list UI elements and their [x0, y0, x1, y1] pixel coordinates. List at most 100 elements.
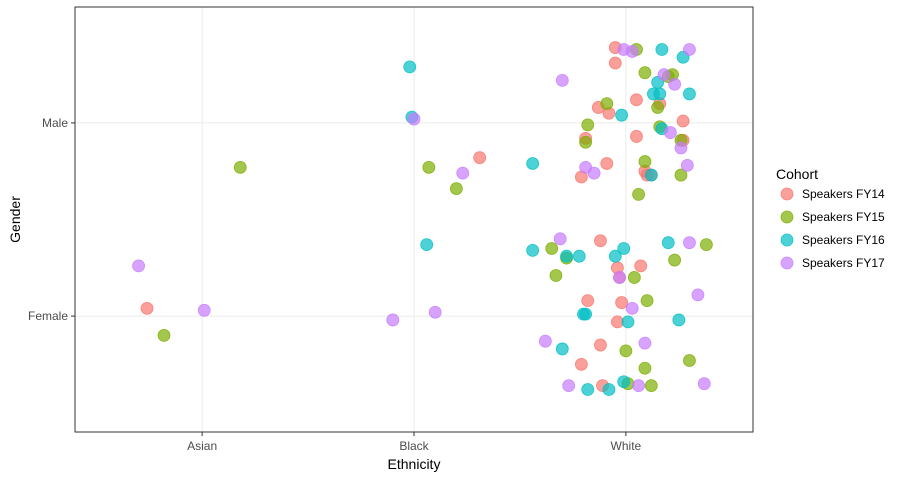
legend-key	[780, 187, 794, 201]
data-point	[644, 379, 658, 393]
data-point	[676, 114, 690, 128]
y-axis-title: Gender	[7, 196, 23, 243]
data-point	[407, 112, 421, 126]
legend-label: Speakers FY16	[802, 233, 885, 247]
legend-key	[780, 233, 794, 247]
data-points	[132, 41, 713, 396]
data-point	[132, 259, 145, 273]
data-point	[634, 259, 648, 273]
legend-title: Cohort	[776, 166, 818, 182]
data-point	[617, 242, 631, 255]
data-point	[638, 336, 652, 350]
data-point	[615, 108, 629, 122]
data-point	[638, 155, 652, 168]
data-point	[526, 157, 540, 170]
data-point	[674, 168, 688, 182]
data-point	[621, 315, 635, 329]
data-point	[651, 101, 665, 114]
data-point	[422, 160, 436, 174]
data-point	[683, 43, 696, 56]
x-tick-label: White	[611, 439, 642, 453]
data-point	[581, 118, 595, 132]
y-tick-label: Female	[28, 309, 68, 323]
data-point	[581, 383, 595, 396]
data-point	[674, 141, 688, 155]
data-point	[538, 334, 552, 348]
data-point	[581, 294, 595, 308]
data-point	[572, 249, 586, 263]
x-axis-ticks: Asian Black White	[187, 432, 642, 453]
data-point	[562, 379, 576, 393]
legend-key	[780, 256, 794, 270]
data-point	[579, 307, 593, 321]
data-point	[625, 301, 639, 315]
data-point	[627, 271, 641, 284]
data-point	[608, 249, 622, 263]
data-point	[608, 56, 622, 70]
data-point	[668, 77, 682, 91]
data-point	[657, 68, 671, 82]
data-point	[683, 87, 696, 101]
data-point	[428, 305, 442, 319]
data-point	[549, 269, 563, 282]
data-point	[655, 43, 669, 56]
data-point	[587, 166, 601, 180]
data-point	[680, 159, 694, 172]
data-point	[615, 296, 629, 309]
legend-label: Speakers FY14	[802, 187, 885, 201]
data-point	[630, 130, 643, 143]
data-point	[632, 379, 645, 393]
data-point	[594, 234, 607, 248]
data-point	[600, 157, 614, 170]
data-point	[449, 182, 463, 195]
legend-label: Speakers FY17	[802, 256, 885, 270]
data-point	[630, 93, 643, 107]
data-point	[157, 329, 171, 342]
legend-label: Speakers FY15	[802, 210, 885, 224]
data-point	[140, 301, 154, 315]
data-point	[555, 342, 569, 356]
data-point	[473, 151, 487, 165]
data-point	[574, 357, 588, 371]
data-point	[672, 313, 686, 327]
data-point	[403, 60, 417, 74]
x-axis-title: Ethnicity	[388, 456, 441, 472]
data-point	[420, 238, 434, 252]
data-point	[555, 74, 569, 87]
data-point	[617, 375, 631, 389]
data-point	[653, 87, 667, 101]
y-axis-ticks: Female Male	[28, 116, 75, 323]
y-tick-label: Male	[42, 116, 68, 130]
x-tick-label: Black	[399, 439, 429, 453]
data-point	[600, 97, 614, 110]
data-point	[560, 249, 573, 263]
data-point	[638, 66, 652, 80]
data-point	[697, 377, 711, 391]
data-point	[699, 238, 713, 252]
data-point	[691, 288, 705, 302]
grid-lines	[75, 7, 753, 432]
data-point	[613, 271, 626, 284]
data-point	[602, 383, 616, 396]
data-point	[644, 168, 658, 182]
data-point	[640, 294, 654, 308]
data-point	[197, 303, 211, 317]
data-point	[632, 187, 645, 201]
data-point	[619, 344, 633, 358]
data-point	[553, 232, 567, 246]
data-point	[638, 361, 652, 375]
x-tick-label: Asian	[187, 439, 217, 453]
data-point	[625, 45, 639, 58]
data-point	[594, 338, 607, 352]
data-point	[661, 236, 675, 250]
data-point	[663, 126, 677, 139]
data-point	[668, 253, 682, 267]
data-point	[683, 236, 696, 250]
data-point	[386, 313, 400, 327]
data-point	[526, 244, 540, 257]
data-point	[579, 135, 593, 149]
legend-key	[780, 210, 794, 224]
data-point	[545, 242, 559, 255]
data-point	[456, 166, 470, 180]
